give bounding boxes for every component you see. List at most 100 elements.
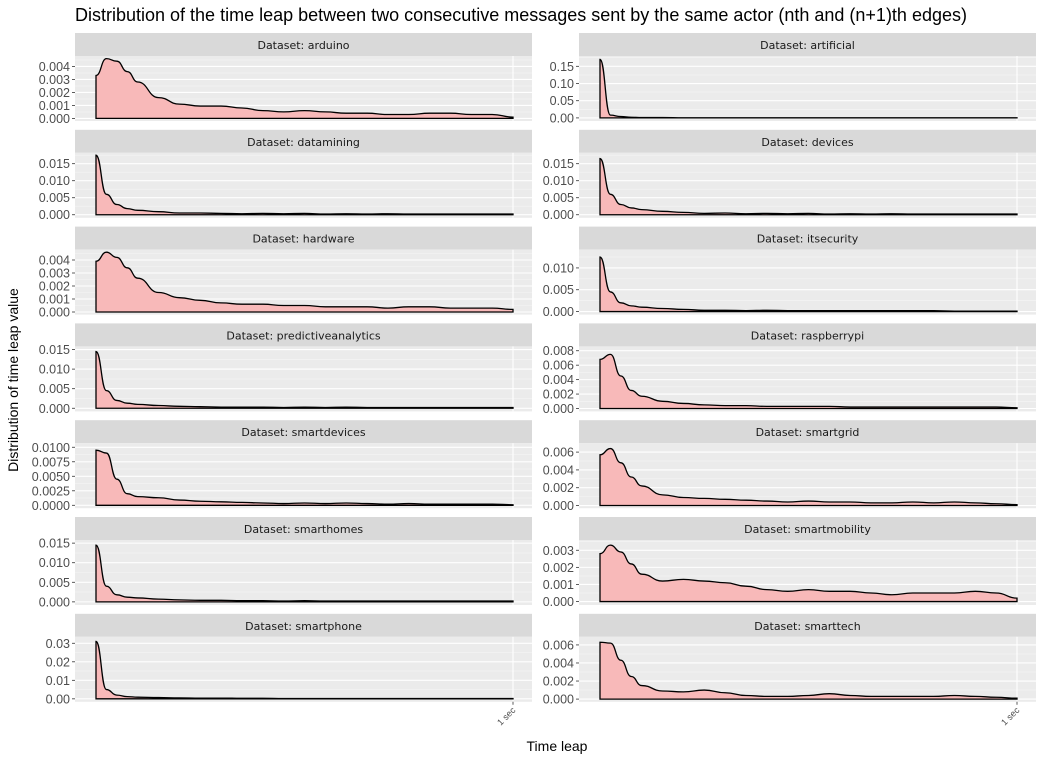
y-tick-label: 0.001	[39, 99, 70, 113]
density-area-smartdevices	[95, 449, 514, 506]
facet-strip-label: Dataset: smarthomes	[244, 523, 363, 536]
y-tick-label: 0.004	[543, 463, 574, 477]
facet-panel-smartphone: Dataset: smartphone 0.00 0.01 0.02 0.03 1 sec	[46, 613, 532, 728]
density-area-smarthomes	[95, 544, 514, 603]
facet-strip-label: Dataset: smartdevices	[241, 426, 365, 439]
panel-background	[579, 56, 1036, 121]
facet-panel-hardware: Dataset: hardware 0.0000.0010.0020.0030.0…	[39, 226, 532, 320]
y-tick-label: 0.000	[39, 402, 70, 416]
y-tick-label: 0.004	[543, 373, 574, 387]
facet-strip	[75, 517, 532, 540]
y-tick-label: 0.000	[543, 499, 574, 513]
density-area-raspberrypi	[599, 353, 1018, 410]
facet-strip	[579, 323, 1036, 347]
facet-strip	[579, 613, 1036, 637]
y-tick-label: 0.01	[46, 674, 70, 688]
y-tick-label: 0.002	[543, 388, 574, 402]
y-tick-label: 0.005	[39, 191, 70, 205]
facet-strip	[75, 129, 532, 153]
y-tick-label: 0.00	[550, 111, 574, 125]
facet-panel-smartdevices: Dataset: smartdevices 0.00000.00250.00500…	[32, 420, 532, 513]
facet-panel-raspberrypi: Dataset: raspberrypi 0.0000.0020.0040.006…	[543, 323, 1036, 416]
facet-strip	[75, 420, 532, 444]
y-tick-label: 0.10	[550, 77, 574, 91]
density-area-devices	[599, 157, 1018, 216]
facet-strip-label: Dataset: devices	[761, 136, 853, 149]
y-tick-label: 0.000	[543, 305, 574, 319]
y-tick-label: 0.002	[543, 481, 574, 495]
y-tick-label: 0.015	[39, 537, 70, 551]
y-tick-label: 0.006	[543, 359, 574, 373]
facet-strip	[579, 33, 1036, 56]
y-tick-label: 0.002	[39, 86, 70, 100]
y-tick-label: 0.015	[39, 343, 70, 357]
facet-strip	[75, 323, 532, 347]
facet-panel-datamining: Dataset: datamining 0.000 0.005 0.010 0.015	[39, 129, 532, 222]
facet-panel-smartgrid: Dataset: smartgrid 0.000 0.002 0.004 0.006	[543, 420, 1036, 513]
y-tick-label: 0.0025	[32, 484, 70, 498]
density-area-smarttech	[599, 641, 1018, 700]
facet-panel-devices: Dataset: devices 0.000 0.005 0.010 0.015	[543, 129, 1036, 222]
y-tick-label: 0.005	[543, 283, 574, 297]
y-tick-label: 0.006	[543, 446, 574, 460]
density-area-smartgrid	[599, 447, 1018, 507]
y-tick-label: 0.005	[543, 191, 574, 205]
y-tick-label: 0.000	[39, 306, 70, 320]
facet-panel-smarttech: Dataset: smarttech 0.000 0.002 0.004 0.006 1 …	[543, 613, 1036, 727]
y-tick-label: 0.000	[543, 208, 574, 222]
facet-strip	[75, 613, 532, 637]
y-tick-label: 0.002	[543, 561, 574, 575]
y-tick-label: 0.000	[543, 402, 574, 416]
density-area-artificial	[599, 58, 1018, 119]
x-axis-title: Time leap	[527, 738, 588, 754]
y-tick-label: 0.15	[550, 60, 574, 74]
facet-strip	[75, 226, 532, 250]
density-area-itsecurity	[599, 256, 1018, 313]
y-tick-label: 0.0050	[32, 470, 70, 484]
panel-background	[75, 152, 532, 218]
facet-panel-predictiveanalytics: Dataset: predictiveanalytics 0.000 0.005 0.…	[39, 323, 532, 416]
facet-strip-label: Dataset: smarttech	[754, 620, 860, 633]
chart-title: Distribution of the time leap between tw…	[75, 5, 967, 25]
y-tick-label: 0.000	[543, 693, 574, 707]
facet-strip-label: Dataset: hardware	[252, 233, 354, 246]
density-area-datamining	[95, 154, 514, 216]
y-tick-label: 0.000	[39, 595, 70, 609]
y-tick-label: 0.010	[39, 174, 70, 188]
density-area-smartphone	[95, 640, 514, 700]
facet-strip	[579, 420, 1036, 444]
panels-group: Dataset: arduino0.0000.0010.0020.0030.00…	[32, 33, 1036, 727]
facet-strip	[75, 33, 532, 56]
facet-strip-label: Dataset: raspberrypi	[751, 329, 864, 342]
y-tick-label: 0.001	[39, 293, 70, 307]
y-tick-label: 0.03	[46, 637, 70, 651]
panel-background	[579, 152, 1036, 218]
y-tick-label: 0.02	[46, 655, 70, 669]
y-tick-label: 0.015	[543, 157, 574, 171]
facet-strip-label: Dataset: predictiveanalytics	[226, 329, 380, 342]
y-tick-label: 0.002	[543, 675, 574, 689]
facet-strip	[579, 129, 1036, 153]
y-tick-label: 0.00	[46, 692, 70, 706]
facet-strip-label: Dataset: datamining	[247, 136, 360, 149]
facet-strip-label: Dataset: artificial	[760, 39, 855, 52]
facet-strip-label: Dataset: smartmobility	[744, 523, 871, 536]
facet-panel-arduino: Dataset: arduino 0.0000.0010.0020.0030.00…	[39, 33, 532, 126]
y-tick-label: 0.010	[39, 363, 70, 377]
y-tick-label: 0.010	[543, 261, 574, 275]
y-tick-label: 0.000	[39, 112, 70, 126]
facet-strip-label: Dataset: itsecurity	[757, 233, 859, 246]
facet-strip-label: Dataset: smartphone	[245, 620, 362, 633]
x-tick-label: 1 sec	[495, 705, 518, 728]
y-tick-label: 0.004	[543, 656, 574, 670]
facet-panel-smartmobility: Dataset: smartmobility 0.000 0.001 0.002 0.0…	[543, 517, 1036, 609]
y-tick-label: 0.003	[543, 544, 574, 558]
facet-strip-label: Dataset: arduino	[257, 39, 349, 52]
y-tick-label: 0.0000	[32, 499, 70, 513]
facet-panel-itsecurity: Dataset: itsecurity 0.000 0.005 0.010	[543, 226, 1036, 319]
y-tick-label: 0.010	[543, 174, 574, 188]
y-tick-label: 0.0075	[32, 455, 70, 469]
density-area-smartmobility	[599, 544, 1018, 603]
y-axis-title: Distribution of time leap value	[5, 288, 21, 472]
